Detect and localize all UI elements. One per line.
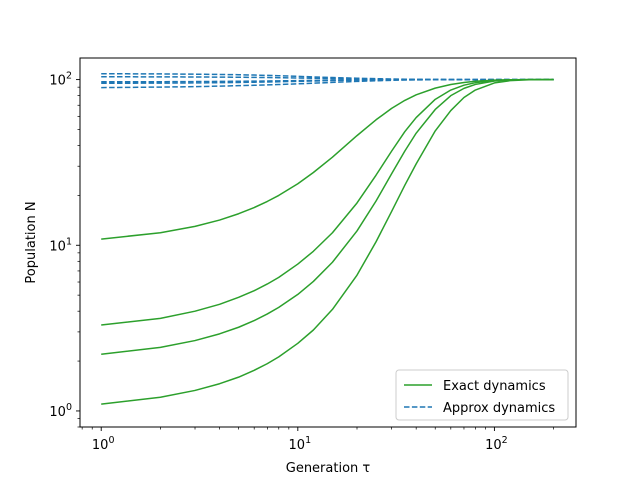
y-tick-label: 102 bbox=[49, 71, 72, 89]
x-tick-label: 101 bbox=[289, 435, 312, 453]
legend-label-approx: Approx dynamics bbox=[443, 401, 555, 416]
series-line-approx-8 bbox=[101, 78, 554, 89]
x-tick-label: 102 bbox=[485, 435, 508, 453]
series-line-approx-5 bbox=[101, 76, 554, 81]
y-tick-label: 101 bbox=[49, 236, 72, 254]
series-lines bbox=[101, 72, 554, 405]
series-line-exact-3 bbox=[101, 78, 554, 405]
series-line-exact-0 bbox=[101, 78, 554, 240]
axis-ticks: 100 101 102 100 101 102 bbox=[49, 71, 554, 453]
legend-frame bbox=[395, 369, 569, 421]
series-line-exact-1 bbox=[101, 78, 554, 326]
legend-label-exact: Exact dynamics bbox=[443, 379, 546, 394]
series-line-exact-2 bbox=[101, 78, 554, 355]
plot-frame bbox=[79, 57, 577, 428]
y-tick-label: 100 bbox=[49, 402, 72, 420]
series-line-approx-7 bbox=[101, 78, 554, 85]
x-tick-label: 100 bbox=[92, 435, 115, 453]
x-axis-label: Generation τ bbox=[286, 461, 371, 476]
legend: Exact dynamics Approx dynamics bbox=[395, 369, 569, 421]
y-axis-label: Population N bbox=[24, 201, 39, 283]
